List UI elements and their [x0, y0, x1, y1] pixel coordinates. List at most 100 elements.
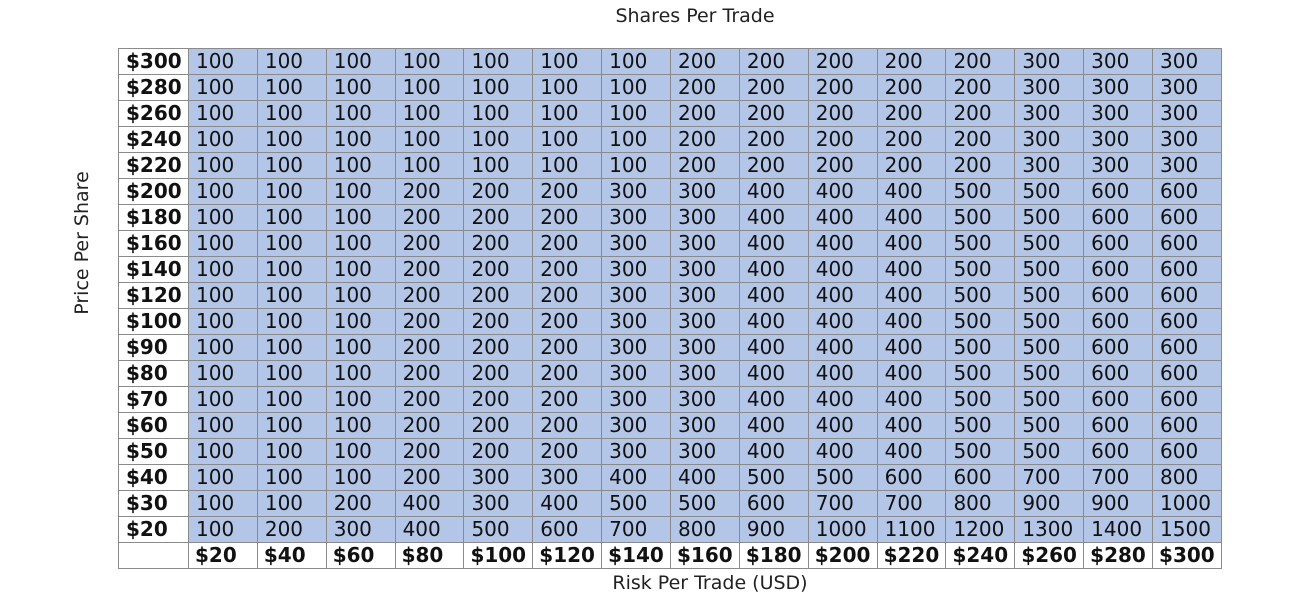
cell: 500: [1014, 256, 1085, 283]
cell: 100: [463, 48, 534, 75]
cell: 500: [1014, 204, 1085, 231]
cell: 200: [670, 152, 740, 179]
cell: 400: [807, 204, 878, 231]
cell: 200: [807, 74, 878, 101]
row-header: $260: [118, 100, 189, 127]
cell: 100: [601, 152, 672, 179]
cell: 1300: [1014, 516, 1085, 543]
cell: 500: [1014, 412, 1085, 439]
cell: 200: [394, 282, 465, 309]
cell: 600: [1083, 438, 1154, 465]
cell: 200: [945, 100, 1016, 127]
cell: 700: [876, 490, 947, 517]
cell: 500: [945, 334, 1016, 361]
cell: 700: [1083, 464, 1154, 491]
cell: 300: [601, 386, 672, 413]
cell: 800: [945, 490, 1016, 517]
cell: 100: [325, 308, 396, 335]
cell: 300: [670, 308, 740, 335]
cell: 600: [1152, 334, 1222, 361]
cell: 300: [601, 204, 672, 231]
cell: 300: [601, 178, 672, 205]
cell: 400: [738, 178, 809, 205]
cell: 500: [1014, 334, 1085, 361]
cell: 100: [394, 152, 465, 179]
cell: 200: [463, 360, 534, 387]
column-header: $20: [188, 542, 258, 569]
cell: 100: [188, 48, 258, 75]
cell: 1200: [945, 516, 1016, 543]
cell: 200: [670, 126, 740, 153]
cell: 1500: [1152, 516, 1222, 543]
cell: 300: [1014, 152, 1085, 179]
table-row: $30 100 100 200 400 300 400 500 500 600 700 700 800 9…: [118, 490, 1222, 517]
row-header: $140: [118, 256, 189, 283]
row-header: $160: [118, 230, 189, 257]
cell: 400: [670, 464, 740, 491]
cell: 200: [394, 464, 465, 491]
cell: 100: [601, 74, 672, 101]
cell: 200: [876, 126, 947, 153]
cell: 800: [1152, 464, 1222, 491]
cell: 200: [463, 438, 534, 465]
cell: 200: [876, 74, 947, 101]
cell: 300: [601, 230, 672, 257]
cell: 600: [738, 490, 809, 517]
cell: 100: [188, 178, 258, 205]
table-row: $300 100 100 100 100 100 100 100 200 200 200 200 200…: [118, 48, 1222, 75]
cell: 500: [945, 360, 1016, 387]
table-row: $180 100 100 100 200 200 200 300 300 400 400 400 500…: [118, 204, 1222, 231]
table-row: $100 100 100 100 200 200 200 300 300 400 400 400 500…: [118, 308, 1222, 335]
cell: 900: [1014, 490, 1085, 517]
cell: 400: [394, 516, 465, 543]
cell: 100: [325, 100, 396, 127]
cell: 400: [876, 386, 947, 413]
cell: 100: [188, 230, 258, 257]
cell: 100: [256, 308, 327, 335]
cell: 100: [532, 152, 603, 179]
row-header: $280: [118, 74, 189, 101]
cell: 100: [325, 178, 396, 205]
cell: 100: [188, 360, 258, 387]
row-header: $220: [118, 152, 189, 179]
column-header: $40: [256, 542, 327, 569]
cell: 500: [945, 412, 1016, 439]
cell: 500: [945, 438, 1016, 465]
table-row: $20 100 200 300 400 500 600 700 800 900 1000 1100 12…: [118, 516, 1222, 543]
row-header: $100: [118, 308, 189, 335]
cell: 200: [463, 230, 534, 257]
column-header: $60: [325, 542, 396, 569]
table-row: $80 100 100 100 200 200 200 300 300 400 400 400 500 5…: [118, 360, 1222, 387]
cell: 400: [738, 412, 809, 439]
cell: 200: [738, 100, 809, 127]
cell: 100: [188, 490, 258, 517]
cell: 400: [876, 282, 947, 309]
cell: 300: [325, 516, 396, 543]
cell: 200: [394, 438, 465, 465]
cell: 200: [394, 386, 465, 413]
cell: 200: [532, 308, 603, 335]
cell: 200: [807, 126, 878, 153]
cell: 300: [670, 360, 740, 387]
column-header: $160: [670, 542, 740, 569]
cell: 600: [1083, 230, 1154, 257]
position-size-table: $300 100 100 100 100 100 100 100 200 200 200 200 200…: [118, 48, 1222, 569]
table-title: Shares Per Trade: [615, 5, 775, 27]
cell: 100: [463, 152, 534, 179]
cell: 200: [532, 230, 603, 257]
cell: 300: [532, 464, 603, 491]
cell: 900: [1083, 490, 1154, 517]
table-row: $240 100 100 100 100 100 100 100 200 200 200 200 200…: [118, 126, 1222, 153]
column-header: $260: [1014, 542, 1085, 569]
cell: 100: [463, 100, 534, 127]
table-row: $260 100 100 100 100 100 100 100 200 200 200 200 200…: [118, 100, 1222, 127]
cell: 200: [394, 256, 465, 283]
cell: 500: [945, 282, 1016, 309]
cell: 400: [601, 464, 672, 491]
cell: 100: [256, 230, 327, 257]
cell: 400: [738, 256, 809, 283]
cell: 200: [532, 438, 603, 465]
cell: 300: [670, 178, 740, 205]
cell: 400: [876, 334, 947, 361]
cell: 100: [532, 48, 603, 75]
